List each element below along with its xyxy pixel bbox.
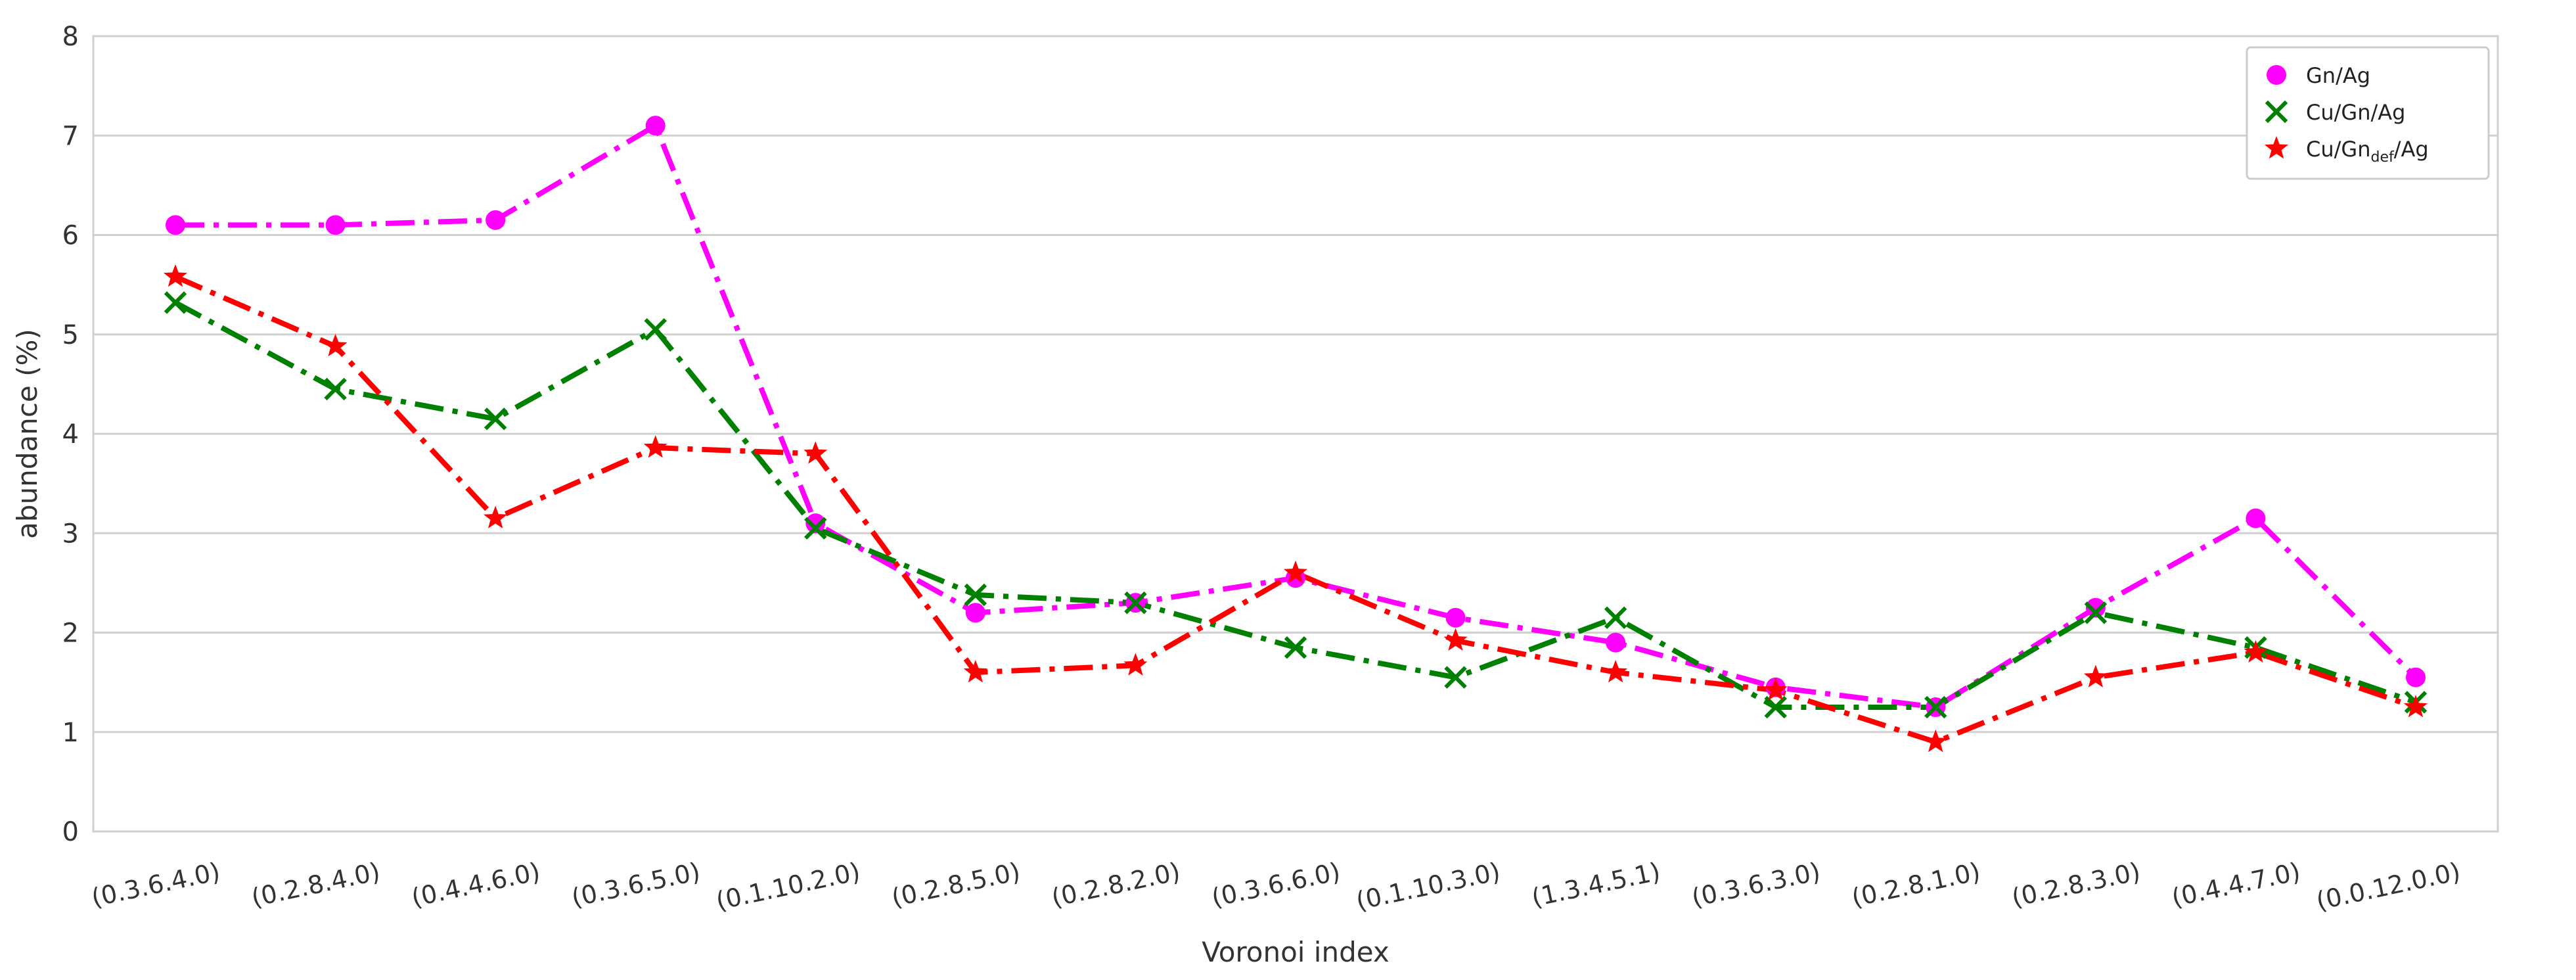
legend: Gn/Ag Cu/Gn/Ag Cu/Gndef/Ag bbox=[2246, 46, 2490, 180]
data-point-1-0 bbox=[164, 291, 187, 314]
data-point-1-3 bbox=[644, 317, 667, 341]
data-point-1-8 bbox=[1444, 666, 1467, 689]
y-tick-label: 0 bbox=[62, 817, 79, 847]
plot-area-frame bbox=[92, 35, 2499, 833]
data-point-2-9 bbox=[1604, 660, 1628, 683]
data-point-1-2 bbox=[484, 408, 507, 431]
data-point-2-8 bbox=[1443, 628, 1468, 651]
data-point-0-3 bbox=[645, 116, 666, 136]
y-tick-label: 6 bbox=[62, 221, 79, 251]
legend-marker-1 bbox=[2265, 100, 2288, 124]
data-point-1-10 bbox=[1764, 695, 1787, 719]
data-point-1-7 bbox=[1284, 636, 1307, 659]
y-tick-label: 5 bbox=[62, 320, 79, 350]
series-markers bbox=[163, 116, 2428, 753]
legend-label-0: Gn/Ag bbox=[2306, 63, 2370, 88]
data-point-2-5 bbox=[963, 660, 987, 683]
legend-box bbox=[2246, 46, 2490, 180]
data-point-2-3 bbox=[643, 435, 667, 458]
data-point-0-2 bbox=[486, 210, 506, 230]
data-point-2-11 bbox=[1924, 729, 1948, 753]
data-point-2-14 bbox=[2403, 694, 2428, 718]
y-tick-label: 7 bbox=[62, 121, 79, 151]
data-point-2-1 bbox=[323, 333, 348, 357]
data-point-0-8 bbox=[1445, 607, 1466, 628]
data-point-0-0 bbox=[166, 215, 185, 235]
data-point-0-12 bbox=[2085, 597, 2106, 618]
data-point-1-6 bbox=[1124, 591, 1147, 615]
data-point-1-12 bbox=[2084, 601, 2108, 624]
data-point-2-2 bbox=[484, 505, 508, 528]
data-point-1-4 bbox=[804, 517, 827, 540]
data-point-1-1 bbox=[324, 377, 347, 401]
data-point-0-4 bbox=[805, 513, 826, 534]
legend-marker-2 bbox=[2264, 136, 2289, 159]
y-tick-label: 8 bbox=[62, 22, 79, 52]
data-point-2-10 bbox=[1763, 678, 1788, 701]
y-tick-label: 1 bbox=[62, 718, 79, 748]
y-tick-label: 3 bbox=[62, 519, 79, 549]
data-point-2-0 bbox=[163, 264, 188, 287]
data-point-0-1 bbox=[325, 215, 346, 235]
data-point-1-11 bbox=[1924, 695, 1947, 719]
x-axis-label: Voronoi index bbox=[1202, 936, 1389, 968]
data-point-2-12 bbox=[2083, 665, 2108, 688]
legend-marker-0 bbox=[2267, 65, 2286, 85]
data-point-0-9 bbox=[1606, 632, 1626, 653]
legend-entries: Gn/Ag Cu/Gn/Ag Cu/Gndef/Ag bbox=[2264, 63, 2429, 166]
data-point-2-6 bbox=[1123, 653, 1148, 676]
data-point-1-5 bbox=[964, 583, 987, 607]
legend-label-2: Cu/Gndef/Ag bbox=[2306, 137, 2429, 166]
series-line-2 bbox=[174, 274, 2417, 745]
data-point-2-7 bbox=[1283, 560, 1308, 584]
data-point-2-4 bbox=[803, 441, 828, 464]
data-point-1-9 bbox=[1604, 606, 1627, 630]
y-axis-label: abundance (%) bbox=[11, 329, 43, 539]
y-tick-label: 4 bbox=[62, 419, 79, 450]
data-point-0-5 bbox=[965, 603, 985, 623]
legend-label-1: Cu/Gn/Ag bbox=[2306, 100, 2405, 125]
y-tick-label: 2 bbox=[62, 618, 79, 649]
data-point-0-14 bbox=[2406, 667, 2426, 688]
y-tick-labels: 0 1 2 3 4 5 6 7 8 bbox=[62, 22, 79, 847]
data-point-0-13 bbox=[2246, 508, 2266, 528]
data-point-2-13 bbox=[2244, 640, 2268, 663]
